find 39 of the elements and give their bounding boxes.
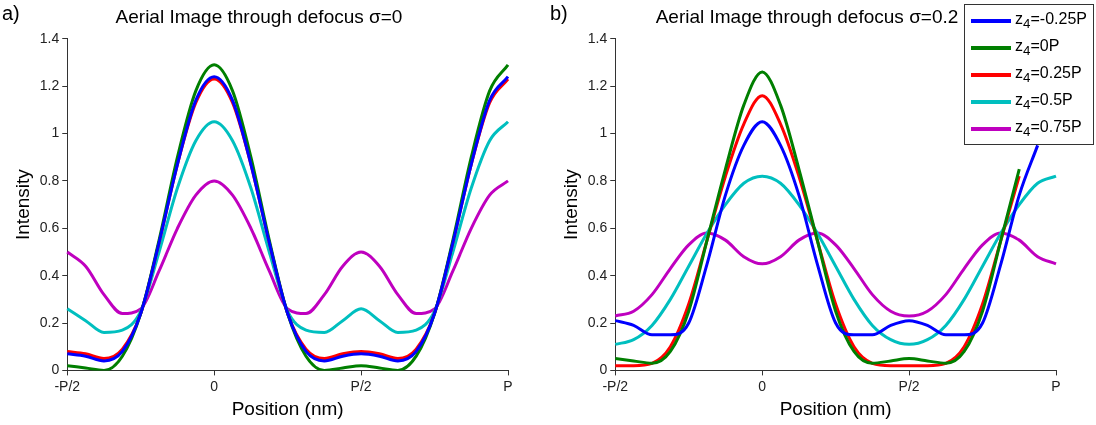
x-tick-label: 0: [758, 377, 767, 394]
x-tick-label: P/2: [350, 377, 372, 394]
y-axis-title: Intensity: [559, 168, 581, 240]
y-tick-label: 0.6: [587, 219, 608, 236]
x-tick-label: P: [503, 377, 513, 394]
line-series: [65, 179, 510, 316]
y-tick-label: 0.8: [587, 171, 608, 188]
y-tick-label: 0.6: [39, 219, 60, 236]
y-tick-label: 0.2: [39, 313, 60, 330]
y-tick-label: 1.2: [39, 77, 60, 94]
y-axis-title: Intensity: [11, 168, 33, 240]
legend-label: z$_{4}$=-0.25P: [1015, 9, 1087, 32]
text: a): [2, 2, 20, 25]
y-tick-label: 0.8: [39, 171, 60, 188]
y-tick-label: 0.4: [587, 266, 608, 283]
chart-title: Aerial Image through defocus σ=0.2: [655, 5, 959, 27]
x-axis-title: Position (nm): [779, 397, 892, 419]
x-tick-label: P: [1051, 377, 1061, 394]
x-axis-title: Position (nm): [231, 397, 344, 419]
legend-label: z$_{4}$=0.75P: [1015, 117, 1082, 140]
text: b): [550, 2, 568, 25]
y-tick-label: 1: [599, 124, 608, 141]
x-tick-label: P/2: [898, 377, 920, 394]
y-tick-label: 0: [51, 361, 60, 378]
chart-title: Aerial Image through defocus σ=0: [115, 5, 403, 27]
y-tick-label: 1.4: [587, 29, 608, 46]
line-series: [613, 231, 1058, 318]
legend-label: z$_{4}$=0.5P: [1015, 90, 1073, 113]
y-tick-label: 0.2: [587, 313, 608, 330]
y-tick-label: 1: [51, 124, 60, 141]
y-tick-label: 1.2: [587, 77, 608, 94]
x-tick-label: 0: [210, 377, 219, 394]
x-tick-label: -P/2: [602, 377, 629, 394]
x-tick-label: -P/2: [54, 377, 81, 394]
legend-label: z$_{4}$=0.25P: [1015, 63, 1082, 86]
y-tick-label: 1.4: [39, 29, 60, 46]
legend-label: z$_{4}$=0P: [1015, 36, 1060, 59]
y-tick-label: 0.4: [39, 266, 60, 283]
y-tick-label: 0: [599, 361, 608, 378]
